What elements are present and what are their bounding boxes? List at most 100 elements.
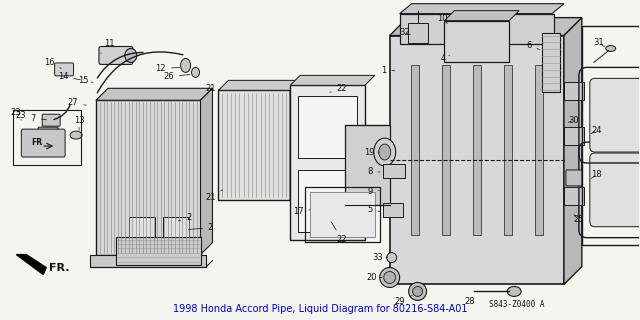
Bar xyxy=(399,14,554,44)
Text: 13: 13 xyxy=(74,116,84,130)
Bar xyxy=(383,164,404,178)
Bar xyxy=(90,255,207,267)
Bar xyxy=(473,65,481,235)
Text: S843-Z0400 A: S843-Z0400 A xyxy=(489,300,545,309)
Ellipse shape xyxy=(384,271,396,284)
Text: 33: 33 xyxy=(372,253,388,262)
Text: 18: 18 xyxy=(591,171,602,180)
Ellipse shape xyxy=(507,286,521,296)
Text: 4: 4 xyxy=(441,54,449,63)
Text: 1: 1 xyxy=(381,66,395,75)
FancyBboxPatch shape xyxy=(590,78,640,152)
Text: 19: 19 xyxy=(365,148,380,156)
Ellipse shape xyxy=(70,131,82,139)
Ellipse shape xyxy=(125,49,137,62)
Text: 26: 26 xyxy=(163,72,190,81)
Ellipse shape xyxy=(379,144,390,160)
Text: FR: FR xyxy=(31,138,42,147)
FancyBboxPatch shape xyxy=(590,153,640,227)
Text: 15: 15 xyxy=(78,76,93,85)
Bar xyxy=(305,187,380,242)
FancyBboxPatch shape xyxy=(38,127,58,141)
Ellipse shape xyxy=(413,286,422,296)
Polygon shape xyxy=(399,4,564,14)
Text: 11: 11 xyxy=(101,39,114,53)
Ellipse shape xyxy=(408,283,426,300)
FancyBboxPatch shape xyxy=(42,114,60,126)
Bar xyxy=(564,187,584,205)
Polygon shape xyxy=(218,80,300,90)
Bar xyxy=(504,65,512,235)
Text: 7: 7 xyxy=(31,114,47,123)
Text: 32: 32 xyxy=(399,28,410,37)
Polygon shape xyxy=(444,11,519,20)
Bar xyxy=(298,170,357,232)
Text: 24: 24 xyxy=(591,126,602,135)
Polygon shape xyxy=(564,18,582,284)
FancyBboxPatch shape xyxy=(99,46,133,64)
FancyBboxPatch shape xyxy=(21,129,65,157)
Bar xyxy=(96,100,200,255)
Text: 20: 20 xyxy=(367,273,381,282)
Bar xyxy=(564,82,584,100)
FancyBboxPatch shape xyxy=(54,63,74,76)
Bar xyxy=(564,127,584,145)
Text: 8: 8 xyxy=(367,167,380,176)
Text: 21: 21 xyxy=(205,190,223,202)
Bar xyxy=(129,217,155,237)
Bar xyxy=(116,237,200,265)
Ellipse shape xyxy=(374,138,396,166)
Text: 1998 Honda Accord Pipe, Liquid Diagram for 80216-S84-A01: 1998 Honda Accord Pipe, Liquid Diagram f… xyxy=(173,304,467,314)
Ellipse shape xyxy=(605,45,616,52)
Polygon shape xyxy=(200,88,212,255)
Text: 27: 27 xyxy=(68,98,86,107)
Text: FR.: FR. xyxy=(49,262,70,273)
Polygon shape xyxy=(290,80,300,200)
Bar xyxy=(408,23,428,43)
Bar xyxy=(290,85,365,240)
Text: 29: 29 xyxy=(394,296,412,306)
Text: 6: 6 xyxy=(527,41,540,50)
Bar xyxy=(310,192,375,237)
Text: 12: 12 xyxy=(156,64,180,73)
Ellipse shape xyxy=(387,252,397,262)
Text: 2: 2 xyxy=(179,213,191,222)
Text: 17: 17 xyxy=(292,207,310,216)
Bar xyxy=(13,110,81,165)
Text: 25: 25 xyxy=(573,215,584,224)
Text: 10: 10 xyxy=(437,14,448,24)
Bar xyxy=(542,33,560,92)
Bar xyxy=(442,65,450,235)
Bar xyxy=(298,96,357,158)
Polygon shape xyxy=(17,255,46,275)
Text: 23: 23 xyxy=(10,108,21,120)
FancyBboxPatch shape xyxy=(566,170,582,186)
Text: 16: 16 xyxy=(44,58,61,68)
Bar xyxy=(218,90,290,200)
Ellipse shape xyxy=(180,59,191,72)
Bar xyxy=(582,26,640,244)
Bar xyxy=(345,125,390,205)
Bar xyxy=(444,20,509,62)
Text: 9: 9 xyxy=(367,188,379,196)
Text: 22: 22 xyxy=(332,222,347,244)
Polygon shape xyxy=(390,18,582,36)
Ellipse shape xyxy=(380,268,399,287)
Text: 30: 30 xyxy=(568,116,579,125)
Text: 31: 31 xyxy=(593,38,605,47)
Text: 28: 28 xyxy=(464,292,475,306)
Bar xyxy=(383,203,403,217)
Text: 5: 5 xyxy=(367,205,380,214)
Bar xyxy=(411,65,419,235)
Bar xyxy=(163,217,189,237)
Text: 2: 2 xyxy=(188,223,213,232)
Polygon shape xyxy=(96,88,212,100)
Bar xyxy=(535,65,543,235)
Text: 14: 14 xyxy=(58,72,80,81)
Bar xyxy=(390,36,564,284)
Text: 21: 21 xyxy=(205,84,220,93)
Text: 22: 22 xyxy=(330,84,347,93)
Text: 23: 23 xyxy=(15,111,26,120)
Ellipse shape xyxy=(191,68,200,77)
Polygon shape xyxy=(290,76,375,85)
